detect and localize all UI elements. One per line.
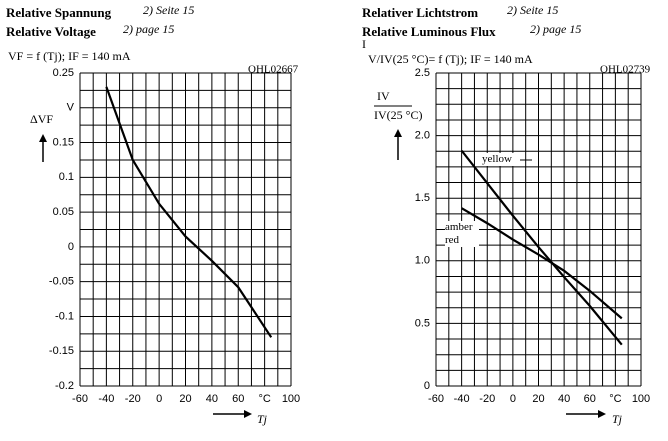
- x-tick-label: 40: [206, 393, 218, 405]
- formula: V/IV(25 °C)= f (Tj); IF = 140 mA: [368, 52, 533, 66]
- y-tick-label: -0.15: [49, 345, 74, 357]
- arrow-head: [598, 410, 606, 418]
- title-en-ref: 2) page 15: [530, 22, 581, 36]
- x-tick-label: °C: [609, 393, 621, 405]
- x-tick-label: -20: [125, 393, 141, 405]
- x-tick-label: 100: [632, 393, 650, 405]
- x-tick-label: 20: [179, 393, 191, 405]
- x-tick-label: -60: [72, 393, 88, 405]
- y-tick-label: -0.05: [49, 276, 74, 288]
- arrow-head: [244, 410, 252, 418]
- y-tick-label: 2.5: [415, 67, 430, 79]
- arrow-head: [394, 129, 402, 137]
- x-axis-label: Tj: [612, 412, 623, 426]
- x-tick-label: -20: [479, 393, 495, 405]
- y-tick-label: 0.1: [59, 171, 74, 183]
- y-tick-label: 0: [68, 241, 74, 253]
- title: Relativer Lichtstrom: [362, 5, 478, 20]
- x-tick-label: 0: [156, 393, 162, 405]
- title-ref: 2) Seite 15: [143, 3, 194, 17]
- x-tick-label: -40: [454, 393, 470, 405]
- series-label: yellow: [482, 153, 516, 166]
- x-tick-label: 0: [510, 393, 516, 405]
- y-axis-label-top: IV: [377, 89, 390, 103]
- x-tick-label: 100: [282, 393, 300, 405]
- series-label-box: amber red: [445, 221, 479, 247]
- y-tick-label: 0: [424, 380, 430, 392]
- series-label: amber red: [445, 221, 479, 247]
- y-tick-label: 1.0: [415, 255, 430, 267]
- curve: [461, 207, 623, 320]
- x-tick-label: 20: [532, 393, 544, 405]
- y-tick-label: 2.0: [415, 130, 430, 142]
- code: OHL02739: [600, 64, 651, 76]
- title-ref: 2) Seite 15: [507, 3, 558, 17]
- title-en: Relative Luminous Flux: [362, 24, 496, 39]
- y-tick-label: V: [67, 102, 75, 114]
- formula-prefix: I: [362, 37, 366, 51]
- x-tick-label: °C: [258, 393, 270, 405]
- y-tick-label: -0.2: [55, 380, 74, 392]
- x-tick-label: -40: [98, 393, 114, 405]
- title-en: Relative Voltage: [6, 24, 96, 39]
- x-tick-label: -60: [428, 393, 444, 405]
- x-tick-label: 60: [584, 393, 596, 405]
- title-en-ref: 2) page 15: [123, 22, 174, 36]
- arrow-head: [39, 134, 47, 142]
- y-tick-label: 0.15: [53, 136, 74, 148]
- series-label-box: yellow: [482, 153, 516, 166]
- x-tick-label: 60: [232, 393, 244, 405]
- y-axis-label-bottom: IV(25 °C): [374, 108, 422, 122]
- y-tick-label: 0.5: [415, 317, 430, 329]
- curve: [105, 86, 273, 338]
- x-tick-label: 40: [558, 393, 570, 405]
- title: Relative Spannung: [6, 5, 112, 20]
- y-tick-label: 1.5: [415, 192, 430, 204]
- y-tick-label: -0.1: [55, 310, 74, 322]
- y-tick-label: 0.05: [53, 206, 74, 218]
- y-axis-label: ΔVF: [30, 112, 53, 126]
- curve: [460, 149, 623, 346]
- formula: VF = f (Tj); IF = 140 mA: [8, 49, 131, 63]
- x-axis-label: Tj: [257, 412, 268, 426]
- y-tick-label: 0.25: [53, 67, 74, 79]
